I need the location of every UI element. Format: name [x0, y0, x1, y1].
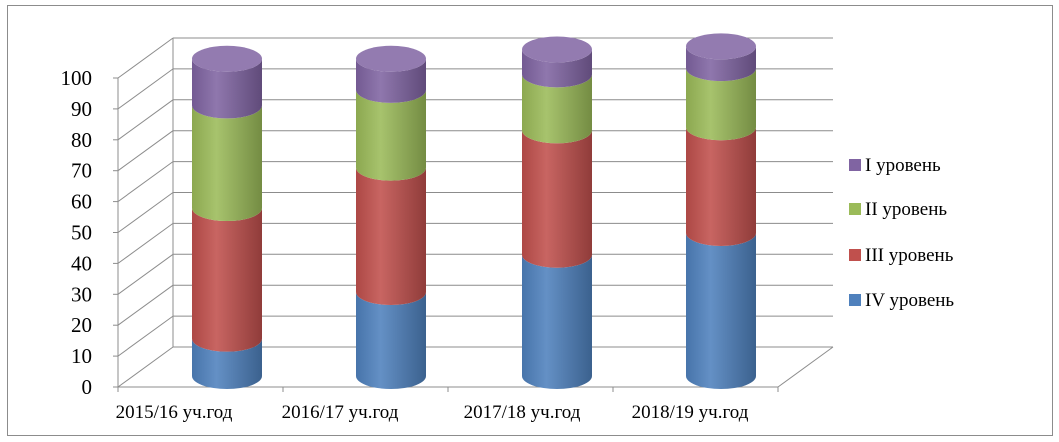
y-tick-label: 50	[71, 221, 92, 245]
category-label: 2018/19 уч.год	[632, 402, 749, 423]
bar-segment-II-уровень	[686, 68, 756, 141]
bar-segment-III-уровень	[522, 130, 592, 268]
legend: I уровень II уровень III уровень IV уровень	[849, 155, 954, 311]
y-tick-label: 30	[71, 282, 92, 306]
cylinder-top	[192, 45, 262, 72]
legend-swatch	[849, 159, 861, 171]
bar-segment-IV-уровень	[356, 292, 426, 389]
category-label: 2015/16 уч.год	[116, 402, 233, 423]
side-gridline	[117, 130, 174, 172]
y-tick-label: 0	[82, 375, 93, 399]
category-label: 2017/18 уч.год	[464, 402, 581, 423]
cylinder	[356, 45, 426, 389]
bar-segment-IV-уровень	[686, 232, 756, 389]
cylinder	[192, 45, 262, 389]
y-tick-label: 60	[71, 190, 92, 214]
y-tick-label: 80	[71, 128, 92, 152]
side-gridline	[117, 346, 174, 388]
y-tick-label: 70	[71, 159, 92, 183]
cylinder	[686, 33, 756, 389]
side-gridline	[117, 68, 174, 110]
bar-segment-III-уровень	[356, 167, 426, 306]
bar-segment-III-уровень	[192, 208, 262, 352]
bar-segment-I-уровень	[686, 46, 756, 82]
bar-segment-IV-уровень	[522, 254, 592, 389]
category-label: 2016/17 уч.год	[282, 402, 399, 423]
side-gridline	[117, 37, 174, 79]
side-gridline	[117, 161, 174, 203]
floor-edge	[777, 346, 834, 388]
side-gridline	[117, 253, 174, 295]
side-gridline	[117, 222, 174, 264]
legend-label: IV уровень	[865, 290, 954, 311]
side-gridline	[117, 192, 174, 233]
y-tick-label: 20	[71, 313, 92, 337]
cylinder-top	[522, 36, 592, 63]
bar-segment-I-уровень	[192, 58, 262, 119]
cylinder-top	[686, 33, 756, 60]
legend-swatch	[849, 294, 861, 306]
legend-swatch	[849, 249, 861, 261]
side-gridline	[117, 284, 174, 326]
bars	[192, 33, 756, 389]
bar-segment-II-уровень	[356, 89, 426, 181]
legend-label: II уровень	[865, 199, 947, 220]
cylinder	[522, 36, 592, 389]
x-axis-categories: 2015/16 уч.год 2016/17 уч.год 2017/18 уч.г…	[116, 402, 749, 423]
bar-segment-I-уровень	[356, 58, 426, 103]
bar-segment-IV-уровень	[192, 338, 262, 389]
legend-label: I уровень	[865, 155, 941, 176]
bar-segment-II-уровень	[522, 74, 592, 144]
y-axis-ticks: 0 10 20 30 40 50 60 70 80 90 100	[61, 66, 93, 399]
legend-swatch	[849, 203, 861, 215]
legend-label: III уровень	[865, 245, 954, 266]
y-tick-label: 10	[71, 344, 92, 368]
bar-segment-I-уровень	[522, 49, 592, 88]
cylinder-top	[356, 45, 426, 72]
y-tick-label: 40	[71, 251, 92, 275]
side-gridline	[117, 99, 174, 141]
y-tick-label: 100	[61, 66, 93, 90]
bar-segment-III-уровень	[686, 127, 756, 246]
bar-segment-II-уровень	[192, 105, 262, 222]
side-gridline	[117, 315, 174, 357]
y-tick-label: 90	[71, 97, 92, 121]
